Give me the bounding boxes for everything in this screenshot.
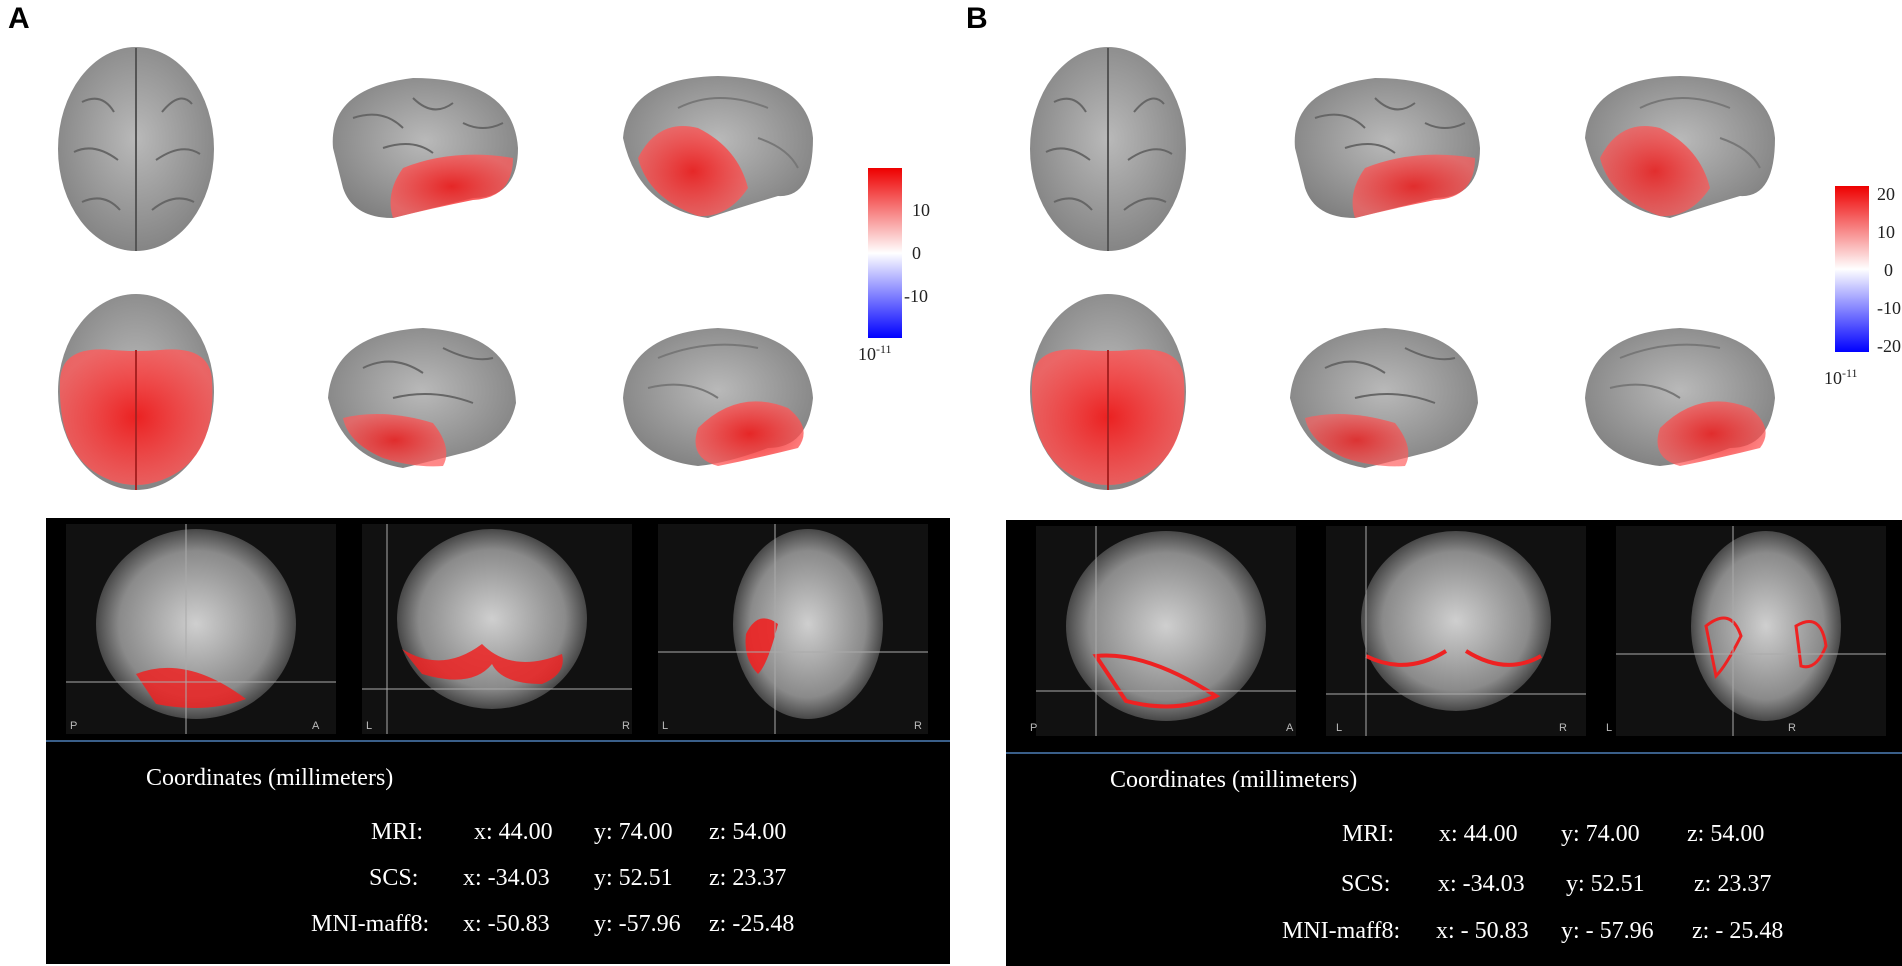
colorbar-tick: -10 [1877,298,1901,318]
brain-top-view [1030,47,1186,251]
coord-label: SCS: [1341,871,1391,897]
panel-a: A 10 0 -10 10-11 [0,0,950,964]
brain-medial-left-view [623,76,813,218]
coord-z: z: 54.00 [709,819,787,845]
coord-row: MNI-maff8: x: -50.83 y: -57.96 z: -25.48 [46,911,950,941]
orientation-label: A [312,720,320,732]
orientation-label: A [1286,722,1294,734]
coord-y: y: 74.00 [1561,821,1640,847]
sagittal-slice [66,524,336,734]
divider [46,740,950,742]
orientation-label: R [914,720,922,732]
brain-top-view [58,47,214,251]
axial-slice [1616,526,1886,736]
panel-letter: A [8,2,30,35]
mri-slices: P A L R L R [46,518,950,740]
orientation-label: R [1559,722,1567,734]
axial-slice [658,524,928,734]
coord-z: z: 54.00 [1687,821,1765,847]
orientation-label: L [662,720,669,732]
panel-b: B 20 10 0 -10 -20 10-11 [952,0,1902,966]
brain-medial-left-view [1585,76,1775,218]
coord-label: MRI: [371,819,424,845]
coord-x: x: -34.03 [1438,871,1525,897]
coord-label: SCS: [369,865,419,891]
coronal-slice [1326,526,1586,736]
divider [1006,752,1902,754]
colorbar-tick: 10 [912,200,930,220]
coord-row: MNI-maff8: x: - 50.83 y: - 57.96 z: - 25… [1006,918,1902,948]
brain-lateral-right-view [1290,328,1478,468]
colorbar [868,168,902,338]
coord-y: y: 74.00 [594,819,673,845]
colorbar-tick: 0 [1884,260,1893,280]
colorbar-tick: 0 [912,243,921,263]
coord-label: MRI: [1342,821,1395,847]
colorbar-unit: 10-11 [1824,366,1858,388]
colorbar-tick: 10 [1877,222,1895,242]
panel-letter: B [966,2,988,35]
coord-z: z: 23.37 [709,865,787,891]
coordinates-title: Coordinates (millimeters) [146,765,394,791]
brain-medial-right-view [623,328,813,466]
colorbar [1835,186,1869,352]
coord-x: x: -50.83 [463,911,550,937]
orientation-label: L [1336,722,1343,734]
colorbar-unit: 10-11 [858,342,892,364]
coord-label: MNI-maff8: [311,911,430,937]
orientation-label: L [366,720,373,732]
coord-row: SCS: x: -34.03 y: 52.51 z: 23.37 [1006,871,1902,901]
coord-y: y: 52.51 [1566,871,1645,897]
mri-slices: P A L R L R [1006,520,1902,742]
brain-medial-right-view [1585,328,1775,466]
coord-x: x: 44.00 [1439,821,1518,847]
coronal-slice [362,524,632,734]
colorbar-tick: -20 [1877,336,1901,356]
coord-label: MNI-maff8: [1282,918,1401,944]
brain-bottom-view [58,294,214,490]
brain-lateral-right-view [328,328,516,468]
coord-x: x: 44.00 [474,819,553,845]
coord-row: MRI: x: 44.00 y: 74.00 z: 54.00 [46,819,950,849]
orientation-label: L [1606,722,1613,734]
coord-y: y: 52.51 [594,865,673,891]
orientation-label: P [1030,722,1038,734]
brain-bottom-view [1030,294,1186,490]
brain-lateral-left-view [1294,78,1480,218]
mri-viewer: P A L R L R Coordinates (millimeters) MR… [1006,520,1902,966]
brain-lateral-left-view [332,78,518,218]
orientation-label: R [622,720,630,732]
orientation-label: P [70,720,78,732]
sagittal-slice [1036,526,1296,736]
coordinates-title: Coordinates (millimeters) [1110,767,1358,793]
coord-x: x: - 50.83 [1436,918,1529,944]
coord-z: z: - 25.48 [1692,918,1784,944]
colorbar-tick: 20 [1877,184,1895,204]
coord-z: z: -25.48 [709,911,795,937]
coord-y: y: -57.96 [594,911,681,937]
coord-z: z: 23.37 [1694,871,1772,897]
coord-row: MRI: x: 44.00 y: 74.00 z: 54.00 [1006,821,1902,851]
coord-row: SCS: x: -34.03 y: 52.51 z: 23.37 [46,865,950,895]
coord-x: x: -34.03 [463,865,550,891]
coord-y: y: - 57.96 [1561,918,1654,944]
mri-viewer: P A L R L R Coordinates (millimeters) MR… [46,518,950,964]
colorbar-tick: -10 [904,286,928,306]
orientation-label: R [1788,722,1796,734]
